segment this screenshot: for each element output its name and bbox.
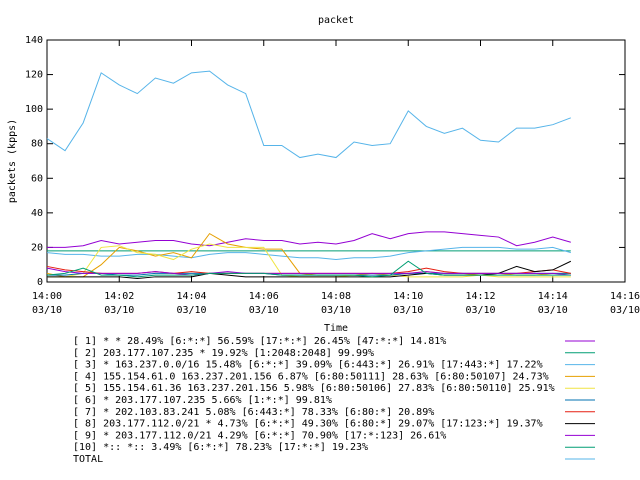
y-tick-label: 20 [31,242,43,253]
series-line [46,70,571,159]
legend-label: [ 3] * 163.237.0.0/16 15.48% [6:*:*] 39.… [73,360,543,371]
x-tick-label: 14:04 [176,291,206,302]
legend-label: [ 8] 203.177.112.0/21 * 4.73% [6:*:*] 49… [73,419,543,430]
legend-label: [ 6] * 203.177.107.235 5.66% [1:*:*] 99.… [73,395,332,406]
y-tick-label: 120 [25,70,43,81]
x-tick-date: 03/10 [465,305,495,316]
x-tick-date: 03/10 [538,305,568,316]
x-tick-label: 14:06 [249,291,279,302]
y-tick-label: 0 [37,277,43,288]
x-tick-date: 03/10 [176,305,206,316]
x-tick-label: 14:16 [610,291,640,302]
x-tick-date: 03/10 [393,305,423,316]
x-tick-label: 14:02 [104,291,134,302]
series-line [46,265,571,274]
y-tick-label: 100 [25,104,43,115]
x-tick-label: 14:10 [393,291,423,302]
x-tick-label: 14:00 [32,291,62,302]
y-tick-label: 140 [25,35,43,46]
legend-label: TOTAL [73,454,103,465]
x-tick-date: 03/10 [321,305,351,316]
x-tick-label: 14:08 [321,291,351,302]
series-line [46,267,571,276]
x-tick-date: 03/10 [249,305,279,316]
legend-label: [ 2] 203.177.107.235 * 19.92% [1:2048:20… [73,348,374,359]
x-axis-label: Time [324,323,348,334]
y-tick-label: 80 [31,139,43,150]
legend-label: [ 9] * 203.177.112.0/21 4.29% [6:*:*] 70… [73,430,446,441]
x-tick-date: 03/10 [32,305,62,316]
y-axis-label: packets (kpps) [7,119,18,203]
legend-label: [ 7] * 202.103.83.241 5.08% [6:443:*] 78… [73,407,434,418]
series-line [46,260,571,278]
chart-title: packet [318,15,354,26]
series-line [47,231,571,248]
legend-label: [ 4] 155.154.61.0 163.237.201.156 6.87% … [73,371,549,382]
x-tick-date: 03/10 [104,305,134,316]
x-tick-label: 14:14 [538,291,568,302]
x-tick-label: 14:12 [465,291,495,302]
legend-label: [ 5] 155.154.61.36 163.237.201.156 5.98%… [73,383,555,394]
y-tick-label: 40 [31,208,43,219]
plot-border [46,39,626,283]
series-line [46,246,571,261]
legend-label: [10] *:: *:: 3.49% [6:*:*] 78.23% [17:*:… [73,442,368,453]
x-tick-date: 03/10 [610,305,640,316]
legend-label: [ 1] * * 28.49% [6:*:*] 56.59% [17:*:*] … [73,336,446,347]
y-tick-label: 60 [31,173,43,184]
